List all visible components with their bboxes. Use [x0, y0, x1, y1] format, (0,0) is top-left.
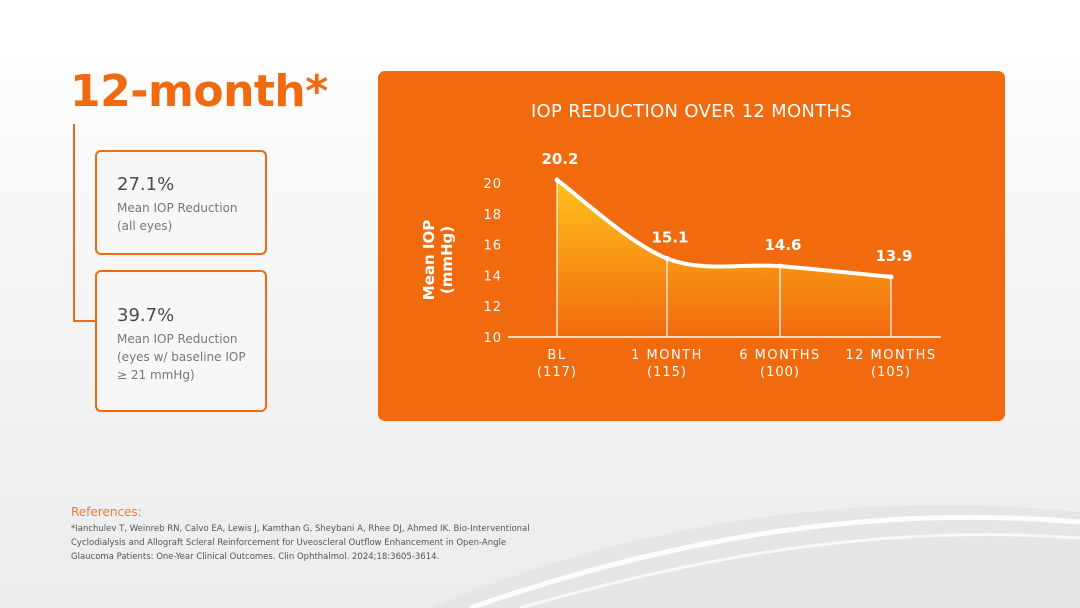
- data-label: 15.1: [651, 228, 688, 246]
- data-label: 13.9: [875, 247, 912, 265]
- y-tick-label: 10: [483, 331, 502, 346]
- x-tick-label: 12 MONTHS: [845, 348, 936, 363]
- x-tick-label: BL: [547, 348, 566, 363]
- stat-card-all-eyes: 27.1% Mean IOP Reduction (all eyes): [95, 150, 267, 255]
- x-tick-count: (117): [537, 365, 577, 380]
- stat-description-line: (eyes w/ baseline IOP: [117, 350, 246, 364]
- stat-value: 27.1%: [117, 174, 175, 195]
- top-band: [0, 0, 1080, 62]
- x-tick-count: (115): [647, 365, 687, 380]
- references-block: References: *Ianchulev T, Weinreb RN, Ca…: [71, 505, 591, 564]
- data-point: [888, 274, 894, 280]
- y-tick-label: 16: [483, 239, 502, 254]
- stat-value: 39.7%: [117, 305, 175, 326]
- chart-title: IOP REDUCTION OVER 12 MONTHS: [530, 101, 853, 122]
- data-label: 20.2: [541, 150, 578, 168]
- series-line: [555, 177, 893, 279]
- y-axis-label-line: (mmHg): [438, 226, 456, 294]
- x-tick-count: (105): [871, 365, 911, 380]
- page-heading: 12-month*: [70, 66, 328, 117]
- stat-description-line: Mean IOP Reduction: [117, 332, 238, 346]
- x-tick-label: 1 MONTH: [631, 348, 703, 363]
- reference-line: *Ianchulev T, Weinreb RN, Calvo EA, Lewi…: [71, 524, 530, 534]
- area-fill: [557, 179, 891, 337]
- references-text: *Ianchulev T, Weinreb RN, Calvo EA, Lewi…: [71, 522, 591, 564]
- y-tick-label: 14: [483, 269, 502, 284]
- y-axis-label: Mean IOP(mmHg): [420, 220, 456, 300]
- y-tick-label: 12: [483, 300, 502, 315]
- stat-description-line: Mean IOP Reduction: [117, 201, 238, 215]
- stat-description-line: ≥ 21 mmHg): [117, 368, 195, 382]
- bracket-line-vertical: [73, 124, 75, 322]
- data-point: [664, 255, 670, 261]
- x-tick-label: 6 MONTHS: [739, 348, 821, 363]
- stat-card-high-baseline: 39.7% Mean IOP Reduction (eyes w/ baseli…: [95, 270, 267, 412]
- bracket-line-horizontal: [73, 320, 97, 322]
- stat-description: Mean IOP Reduction (eyes w/ baseline IOP…: [117, 330, 265, 384]
- x-tick-count: (100): [760, 365, 800, 380]
- y-tick-label: 18: [483, 208, 502, 223]
- reference-line: Cyclodialysis and Allograft Scleral Rein…: [71, 538, 507, 548]
- y-tick-label: 20: [483, 177, 502, 192]
- stat-description-line: (all eyes): [117, 219, 173, 233]
- reference-line: Glaucoma Patients: One-Year Clinical Out…: [71, 552, 440, 562]
- data-point: [554, 177, 560, 183]
- data-point: [777, 263, 783, 269]
- references-title: References:: [71, 505, 142, 519]
- chart-panel: IOP REDUCTION OVER 12 MONTHS 10 12 14 16 18 2…: [378, 71, 1005, 421]
- stat-description: Mean IOP Reduction (all eyes): [117, 199, 265, 235]
- y-axis-label-line: Mean IOP: [420, 220, 438, 300]
- iop-area-chart: 10 12 14 16 18 20 Mean IOP(mmHg) 20.2 15.1 14.6 13…: [420, 150, 941, 380]
- data-label: 14.6: [764, 236, 801, 254]
